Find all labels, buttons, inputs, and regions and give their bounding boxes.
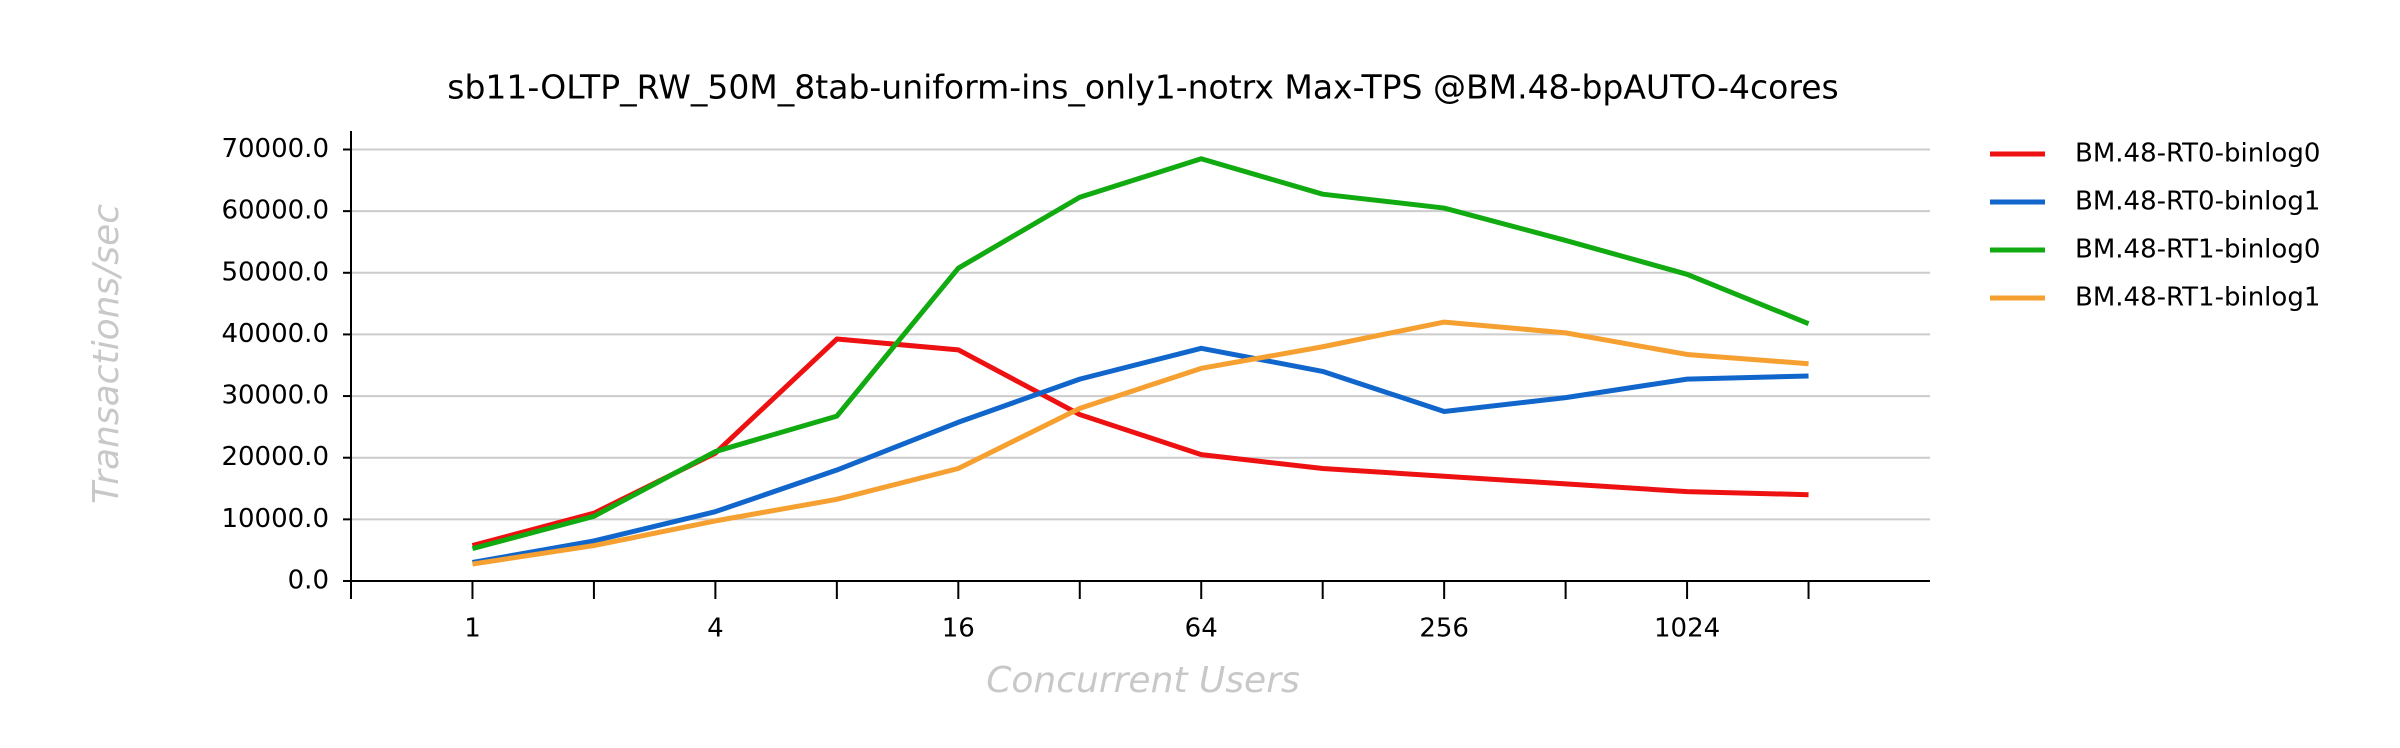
x-tick-label: 4: [707, 614, 724, 644]
legend-label: BM.48-RT1-binlog1: [2075, 283, 2320, 313]
series-line: [472, 319, 1809, 567]
series-line: [471, 156, 1810, 552]
y-tick-label: 60000.0: [221, 196, 329, 226]
y-axis-title: Transactions/sec: [86, 204, 127, 504]
y-tick-label: 20000.0: [221, 442, 329, 472]
x-tick-label: 64: [1185, 614, 1218, 644]
y-tick-label: 30000.0: [221, 381, 329, 411]
series-line: [472, 345, 1809, 565]
x-axis-title: Concurrent Users: [986, 660, 1300, 701]
legend-label: BM.48-RT0-binlog0: [2075, 139, 2320, 169]
series-line: [471, 336, 1809, 548]
y-tick-label: 10000.0: [221, 504, 329, 534]
x-tick-label: 256: [1419, 614, 1469, 644]
chart-title: sb11-OLTP_RW_50M_8tab-uniform-ins_only1-…: [447, 68, 1838, 107]
legend-label: BM.48-RT0-binlog1: [2075, 187, 2320, 217]
y-tick-label: 40000.0: [221, 319, 329, 349]
x-tick-label: 16: [942, 614, 975, 644]
y-tick-label: 70000.0: [221, 134, 329, 164]
x-tick-label: 1: [464, 614, 481, 644]
y-tick-label: 50000.0: [221, 257, 329, 287]
y-tick-label: 0.0: [288, 566, 329, 596]
legend-label: BM.48-RT1-binlog0: [2075, 235, 2320, 265]
x-tick-label: 1024: [1654, 614, 1720, 644]
